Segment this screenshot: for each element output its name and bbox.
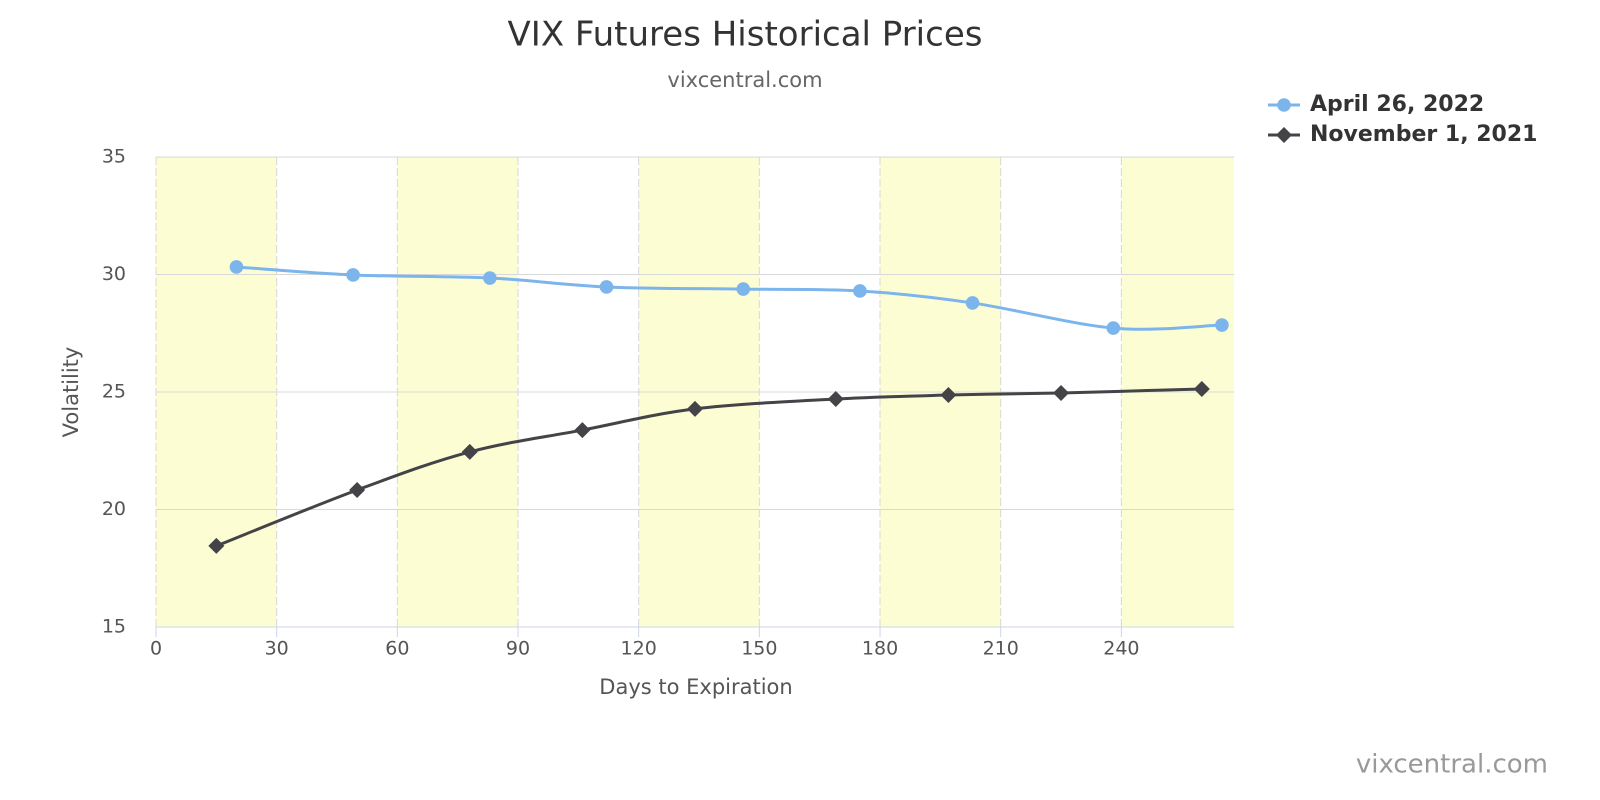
marker [736, 282, 751, 296]
legend-label: November 1, 2021 [1310, 122, 1537, 147]
marker [687, 400, 703, 417]
marker [349, 481, 366, 498]
x-tick-label: 180 [862, 638, 898, 660]
y-tick-label: 35 [102, 146, 126, 168]
marker [1215, 318, 1229, 332]
x-tick-label: 30 [265, 638, 289, 660]
marker [208, 537, 225, 554]
x-tick-label: 210 [983, 638, 1019, 660]
y-tick-label: 20 [102, 498, 126, 520]
marker [853, 284, 867, 298]
marker [483, 271, 497, 285]
marker [346, 268, 360, 282]
legend-marker [1276, 127, 1292, 143]
marker [1106, 321, 1121, 335]
marker [965, 296, 980, 310]
y-tick-label: 30 [102, 263, 126, 285]
x-tick-label: 150 [741, 638, 777, 660]
y-axis-label: Volatility [59, 347, 83, 438]
marker [827, 391, 844, 408]
credit: vixcentral.com [1356, 750, 1548, 780]
marker [599, 280, 614, 294]
y-tick-label: 25 [102, 381, 126, 403]
y-tick-label: 15 [102, 616, 126, 638]
marker [229, 260, 244, 274]
x-tick-label: 60 [385, 638, 409, 660]
marker [1193, 380, 1210, 397]
x-tick-label: 120 [621, 638, 657, 660]
x-tick-label: 240 [1103, 638, 1139, 660]
marker [461, 443, 478, 460]
marker [1053, 384, 1070, 401]
marker [574, 422, 591, 439]
legend-label: April 26, 2022 [1310, 92, 1484, 117]
x-axis-label: Days to Expiration [599, 675, 792, 699]
x-tick-label: 90 [506, 638, 530, 660]
legend-marker [1277, 98, 1291, 112]
x-tick-label: 0 [150, 638, 162, 660]
marker [940, 387, 957, 404]
chart-subtitle: vixcentral.com [667, 68, 822, 92]
chart-title: VIX Futures Historical Prices [508, 15, 983, 55]
